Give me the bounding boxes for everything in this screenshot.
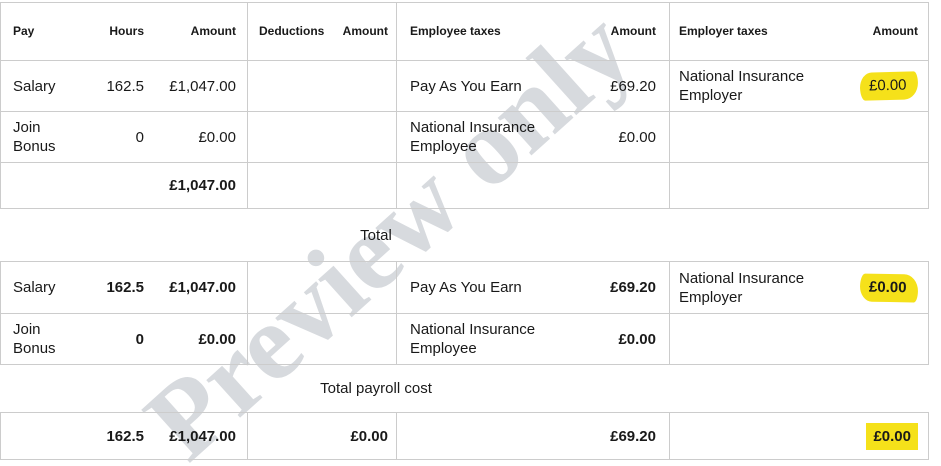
- cell-deduction: [247, 61, 337, 111]
- cell-pay-amount: £1,047.00: [169, 77, 236, 95]
- header-pay-amount: Amount: [190, 24, 236, 38]
- cell-employer-tax-amount: £0.00: [844, 61, 928, 111]
- cell-employee-tax: National Insurance Employee: [396, 112, 561, 162]
- cell-pay: Join Bonus: [13, 321, 56, 357]
- cell-employee-tax-amount: £69.20: [610, 427, 656, 445]
- cell-employee-tax: [396, 413, 561, 459]
- cell-employer-tax: [669, 413, 844, 459]
- cell-employee-tax: Pay As You Earn: [396, 61, 561, 111]
- header-employer-taxes-amount: Amount: [872, 24, 918, 38]
- cell-employee-tax-amount: £69.20: [610, 279, 656, 296]
- header-employer-taxes: Employer taxes: [669, 3, 844, 60]
- cell-employer-tax: [669, 163, 844, 208]
- cell-deduction-amount: [337, 61, 396, 111]
- cell-pay: Salary: [13, 77, 56, 95]
- cell-employee-tax-amount: [561, 163, 669, 208]
- cell-hours: 0: [135, 128, 144, 146]
- cell-employee-tax-amount: £69.20: [610, 77, 656, 95]
- table-row-join-bonus-total: Join Bonus 0 £0.00 National Insurance Em…: [1, 313, 928, 364]
- cell-pay: [1, 163, 71, 208]
- cell-hours: 162.5: [106, 279, 144, 296]
- cell-hours: 162.5: [106, 427, 144, 445]
- cell-employer-tax-amount: £0.00: [844, 262, 928, 313]
- cell-employer-tax: [669, 112, 844, 162]
- header-employee-taxes-amount: Amount: [610, 24, 656, 38]
- table-row-grand-total: 162.5 £1,047.00 £0.00 £69.20 £0.00: [1, 413, 928, 459]
- cell-pay: [1, 413, 71, 459]
- period-table: Pay Hours Amount Deductions Amount Emplo…: [0, 2, 929, 209]
- cell-deduction-amount: £0.00: [350, 427, 388, 445]
- header-hours: Hours: [109, 24, 144, 38]
- cell-employer-tax: National Insurance Employer: [669, 262, 844, 313]
- cell-employer-tax-amount: £0.00: [844, 413, 928, 459]
- cell-deduction-amount: [337, 262, 396, 313]
- table-row-salary: Salary 162.5 £1,047.00 Pay As You Earn £…: [1, 60, 928, 111]
- highlight-marker: £0.00: [860, 272, 919, 303]
- table-row-salary-total: Salary 162.5 £1,047.00 Pay As You Earn £…: [1, 262, 928, 313]
- cell-employee-tax-amount: £0.00: [618, 330, 656, 348]
- total-caption-band: Total: [0, 209, 941, 261]
- cell-employee-tax: Pay As You Earn: [396, 262, 561, 313]
- cell-pay-amount: £0.00: [198, 330, 236, 348]
- cell-pay-amount: £1,047.00: [169, 279, 236, 296]
- header-employee-taxes: Employee taxes: [396, 3, 561, 60]
- totals-table: Salary 162.5 £1,047.00 Pay As You Earn £…: [0, 261, 929, 365]
- cell-pay-subtotal: £1,047.00: [169, 177, 236, 194]
- cell-deduction-amount: [337, 163, 396, 208]
- table-header-row: Pay Hours Amount Deductions Amount Emplo…: [1, 3, 928, 60]
- cell-employer-tax-amount: [844, 112, 928, 162]
- cell-deduction: [247, 112, 337, 162]
- cell-employee-tax: [396, 163, 561, 208]
- cell-employer-tax: [669, 314, 844, 364]
- cell-employer-tax-amount: [844, 163, 928, 208]
- header-deductions: Deductions: [247, 3, 337, 60]
- cell-deduction: [247, 413, 337, 459]
- cell-pay-amount: £0.00: [198, 128, 236, 146]
- cell-hours: 162.5: [106, 77, 144, 95]
- cell-pay-amount: £1,047.00: [169, 427, 236, 445]
- header-pay: Pay: [13, 24, 35, 38]
- cell-deduction: [247, 163, 337, 208]
- table-row-subtotal: £1,047.00: [1, 162, 928, 208]
- cell-deduction: [247, 314, 337, 364]
- cell-deduction: [247, 262, 337, 313]
- header-deductions-amount: Amount: [342, 24, 388, 38]
- cell-deduction-amount: [337, 314, 396, 364]
- cell-hours: [71, 163, 149, 208]
- cell-employee-tax: National Insurance Employee: [396, 314, 561, 364]
- payroll-cost-caption: Total payroll cost: [320, 380, 432, 397]
- grand-total-table: 162.5 £1,047.00 £0.00 £69.20 £0.00: [0, 412, 929, 460]
- table-row-join-bonus: Join Bonus 0 £0.00 National Insurance Em…: [1, 111, 928, 162]
- total-caption: Total: [360, 226, 392, 244]
- cell-hours: 0: [135, 330, 144, 348]
- cell-employer-tax-amount: [844, 314, 928, 364]
- cell-deduction-amount: [337, 112, 396, 162]
- cell-employee-tax-amount: £0.00: [618, 128, 656, 146]
- highlight-marker: £0.00: [860, 71, 919, 101]
- cell-pay: Salary: [13, 279, 56, 296]
- cell-pay: Join Bonus: [13, 119, 56, 155]
- cell-employer-tax: National Insurance Employer: [669, 61, 844, 111]
- highlight-rect: £0.00: [866, 422, 918, 450]
- payroll-cost-caption-band: Total payroll cost: [0, 365, 941, 412]
